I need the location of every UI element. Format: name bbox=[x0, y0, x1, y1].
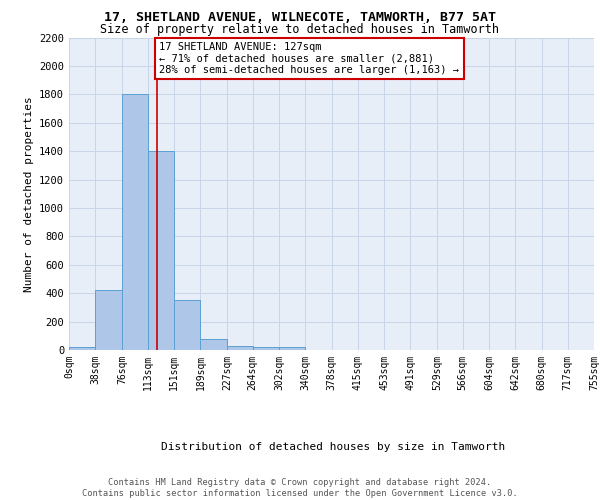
Text: 17, SHETLAND AVENUE, WILNECOTE, TAMWORTH, B77 5AT: 17, SHETLAND AVENUE, WILNECOTE, TAMWORTH… bbox=[104, 11, 496, 24]
Y-axis label: Number of detached properties: Number of detached properties bbox=[23, 96, 34, 292]
Bar bbox=[279, 347, 305, 350]
Text: Distribution of detached houses by size in Tamworth: Distribution of detached houses by size … bbox=[161, 442, 505, 452]
Bar bbox=[174, 300, 200, 350]
Bar bbox=[69, 347, 95, 350]
Text: 17 SHETLAND AVENUE: 127sqm
← 71% of detached houses are smaller (2,881)
28% of s: 17 SHETLAND AVENUE: 127sqm ← 71% of deta… bbox=[160, 42, 460, 75]
Bar bbox=[253, 347, 279, 350]
Text: Contains HM Land Registry data © Crown copyright and database right 2024.
Contai: Contains HM Land Registry data © Crown c… bbox=[82, 478, 518, 498]
Bar bbox=[148, 151, 174, 350]
Bar bbox=[200, 338, 227, 350]
Bar bbox=[227, 346, 253, 350]
Bar bbox=[95, 290, 122, 350]
Bar bbox=[122, 94, 148, 350]
Text: Size of property relative to detached houses in Tamworth: Size of property relative to detached ho… bbox=[101, 22, 499, 36]
